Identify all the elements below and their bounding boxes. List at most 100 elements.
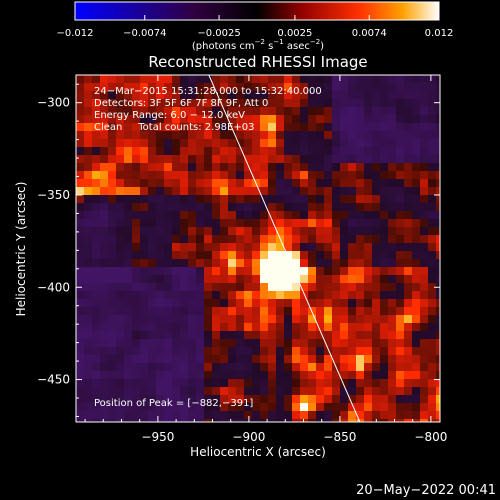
- heatmap-cell: [340, 411, 348, 419]
- heatmap-cell: [396, 395, 404, 403]
- heatmap-cell: [364, 243, 372, 251]
- heatmap-cell: [236, 83, 244, 91]
- heatmap-cell: [84, 115, 92, 123]
- heatmap-cell: [252, 171, 260, 179]
- heatmap-cell: [204, 315, 212, 323]
- heatmap-cell: [276, 379, 284, 387]
- heatmap-cell: [308, 163, 316, 171]
- heatmap-cell: [316, 91, 324, 99]
- heatmap-cell: [292, 147, 300, 155]
- heatmap-cell: [316, 251, 324, 259]
- heatmap-cell: [340, 139, 348, 147]
- heatmap-cell: [380, 243, 388, 251]
- heatmap-cell: [132, 395, 140, 403]
- heatmap-cell: [308, 275, 316, 283]
- heatmap-cell: [420, 91, 428, 99]
- heatmap-cell: [228, 195, 236, 203]
- heatmap-cell: [276, 195, 284, 203]
- heatmap-cell: [436, 227, 440, 235]
- heatmap-cell: [84, 171, 92, 179]
- heatmap-cell: [164, 363, 172, 371]
- heatmap-cell: [220, 379, 228, 387]
- heatmap-cell: [212, 315, 220, 323]
- heatmap-cell: [252, 75, 260, 83]
- heatmap-cell: [348, 323, 356, 331]
- heatmap-cell: [140, 203, 148, 211]
- heatmap-cell: [124, 259, 132, 267]
- heatmap-cell: [428, 99, 436, 107]
- heatmap-cell: [428, 131, 436, 139]
- heatmap-cell: [244, 99, 252, 107]
- heatmap-cell: [180, 243, 188, 251]
- heatmap-cell: [388, 283, 396, 291]
- image-area: [76, 75, 440, 422]
- heatmap-cell: [156, 267, 164, 275]
- heatmap-cell: [228, 235, 236, 243]
- heatmap-cell: [300, 379, 308, 387]
- heatmap-cell: [180, 139, 188, 147]
- heatmap-cell: [436, 259, 440, 267]
- heatmap-cell: [156, 323, 164, 331]
- heatmap-cell: [108, 123, 116, 131]
- heatmap-cell: [116, 99, 124, 107]
- heatmap-cell: [236, 187, 244, 195]
- heatmap-cell: [212, 267, 220, 275]
- heatmap-cell: [356, 91, 364, 99]
- heatmap-cell: [372, 83, 380, 91]
- heatmap-cell: [212, 171, 220, 179]
- heatmap-cell: [188, 179, 196, 187]
- heatmap-cell: [292, 323, 300, 331]
- heatmap-cell: [228, 299, 236, 307]
- heatmap-cell: [268, 331, 276, 339]
- heatmap-cell: [420, 187, 428, 195]
- heatmap-cell: [124, 363, 132, 371]
- heatmap-cell: [124, 299, 132, 307]
- heatmap-cell: [380, 139, 388, 147]
- heatmap-cell: [316, 131, 324, 139]
- heatmap-cell: [436, 131, 440, 139]
- heatmap-cell: [332, 339, 340, 347]
- heatmap-cell: [132, 403, 140, 411]
- heatmap-cell: [100, 347, 108, 355]
- heatmap-cell: [108, 331, 116, 339]
- heatmap-cell: [420, 379, 428, 387]
- heatmap-cell: [100, 403, 108, 411]
- heatmap-cell: [148, 363, 156, 371]
- heatmap-cell: [260, 91, 268, 99]
- heatmap-cell: [348, 107, 356, 115]
- heatmap-cell: [284, 355, 292, 363]
- heatmap-cell: [204, 163, 212, 171]
- heatmap-cell: [156, 75, 164, 83]
- heatmap-cell: [324, 107, 332, 115]
- heatmap-cell: [84, 395, 92, 403]
- heatmap-cell: [236, 411, 244, 419]
- heatmap-cell: [100, 187, 108, 195]
- heatmap-cell: [372, 155, 380, 163]
- heatmap-cell: [428, 75, 436, 83]
- heatmap-cell: [108, 299, 116, 307]
- heatmap-cell: [268, 75, 276, 83]
- heatmap-cell: [412, 387, 420, 395]
- heatmap-cell: [420, 147, 428, 155]
- heatmap-cell: [300, 307, 308, 315]
- heatmap-cell: [316, 99, 324, 107]
- heatmap-cell: [396, 195, 404, 203]
- heatmap-cell: [108, 251, 116, 259]
- heatmap-cell: [428, 91, 436, 99]
- heatmap-cell: [420, 411, 428, 419]
- heatmap-cell: [116, 235, 124, 243]
- heatmap-cell: [348, 187, 356, 195]
- heatmap-cell: [220, 123, 228, 131]
- heatmap-cell: [188, 331, 196, 339]
- heatmap-cell: [356, 355, 364, 363]
- heatmap-cell: [124, 379, 132, 387]
- heatmap-cell: [276, 219, 284, 227]
- heatmap-cell: [364, 235, 372, 243]
- heatmap-cell: [260, 267, 268, 275]
- heatmap-cell: [156, 139, 164, 147]
- heatmap-cell: [284, 203, 292, 211]
- heatmap-cell: [212, 363, 220, 371]
- heatmap-cell: [436, 251, 440, 259]
- heatmap-cell: [428, 371, 436, 379]
- heatmap-cell: [124, 139, 132, 147]
